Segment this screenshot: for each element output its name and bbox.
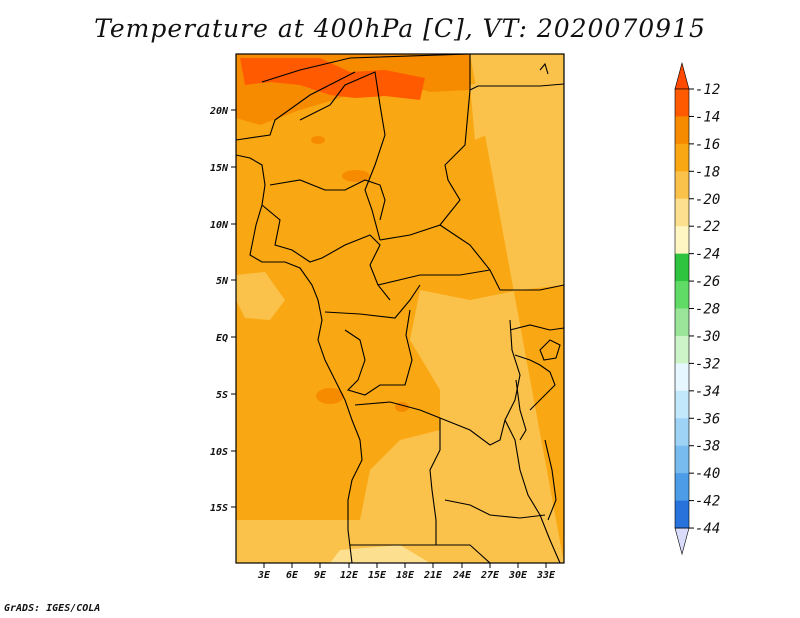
- lon-label: 3E: [257, 570, 271, 581]
- lat-tick: 5N: [216, 276, 236, 287]
- lat-label: 5S: [216, 390, 228, 401]
- lat-tick: EQ: [216, 333, 236, 344]
- lat-label: 5N: [216, 276, 229, 287]
- colorbar-label: -14: [695, 109, 720, 125]
- colorbar: -12 -14 -16 -18 -20 -22 -24 -26 -28 -30 -32 -34 -36 -…: [674, 61, 720, 556]
- lon-tick: 9E: [314, 563, 327, 581]
- lon-label: 18E: [396, 570, 415, 581]
- colorbar-band: [675, 89, 689, 117]
- lon-tick: 18E: [396, 563, 415, 581]
- longitude-axis: 3E 6E 9E 12E 15E 18E 21E 24E 27E 30E 33E: [257, 563, 556, 581]
- colorbar-label: -32: [695, 356, 720, 372]
- colorbar-band: [675, 363, 689, 392]
- field-north-hot: [240, 58, 425, 100]
- lon-label: 24E: [452, 570, 472, 581]
- colorbar-band: [675, 473, 689, 502]
- map-title: Temperature at 400hPa [C], VT: 202007091…: [94, 14, 706, 43]
- lon-tick: 30E: [508, 563, 528, 581]
- lon-tick: 6E: [286, 563, 299, 581]
- lon-label: 9E: [314, 570, 327, 581]
- lat-tick: 5S: [216, 390, 236, 401]
- lat-label: 15S: [210, 503, 228, 514]
- field-spot-1: [342, 170, 370, 182]
- colorbar-label: -36: [695, 411, 720, 427]
- colorbar-label: -28: [695, 302, 720, 318]
- colorbar-band: [675, 226, 689, 255]
- map-frame: [235, 53, 565, 564]
- field-patch-south: [330, 545, 430, 563]
- lat-tick: 10S: [210, 447, 236, 458]
- colorbar-band: [675, 116, 689, 145]
- coastlines-borders: [236, 54, 564, 563]
- colorbar-band: [675, 390, 689, 419]
- lat-tick: 15S: [210, 503, 236, 514]
- lon-tick: 15E: [368, 563, 387, 581]
- colorbar-band: [675, 500, 689, 529]
- colorbar-label: -34: [695, 384, 720, 400]
- lon-tick: 21E: [423, 563, 443, 581]
- colorbar-band: [675, 171, 689, 200]
- lat-label: 10N: [210, 220, 229, 231]
- colorbar-label: -16: [695, 137, 720, 153]
- lon-label: 33E: [536, 570, 556, 581]
- grads-credit: GrADS: IGES/COLA: [4, 603, 101, 614]
- colorbar-label: -12: [695, 82, 720, 98]
- colorbar-band: [675, 445, 689, 474]
- colorbar-label: -26: [695, 274, 720, 290]
- colorbar-label: -24: [695, 247, 720, 263]
- colorbar-label: -18: [695, 164, 720, 180]
- lon-label: 21E: [423, 570, 443, 581]
- colorbar-label: -44: [695, 521, 720, 537]
- field-west: [236, 260, 360, 520]
- lon-label: 27E: [480, 570, 500, 581]
- lat-label: 15N: [210, 163, 229, 174]
- colorbar-band: [675, 418, 689, 447]
- colorbar-band: [675, 253, 689, 282]
- lat-tick: 15N: [210, 163, 236, 174]
- colorbar-band: [675, 281, 689, 310]
- colorbar-label: -20: [695, 192, 720, 208]
- lon-label: 12E: [340, 570, 359, 581]
- field-patch-ne: [470, 60, 564, 140]
- lat-tick: 20N: [209, 106, 236, 117]
- field-spot-2: [316, 388, 344, 404]
- lat-label: 20N: [209, 106, 229, 117]
- lat-tick: 10N: [210, 220, 236, 231]
- colorbar-label: -38: [695, 439, 720, 455]
- lat-label: EQ: [216, 333, 228, 344]
- lon-tick: 3E: [257, 563, 271, 581]
- lon-label: 15E: [368, 570, 387, 581]
- lon-tick: 12E: [340, 563, 359, 581]
- colorbar-label: -22: [695, 219, 720, 235]
- colorbar-bottom-arrow: [674, 527, 690, 556]
- colorbar-top-arrow: [674, 61, 690, 90]
- lon-label: 30E: [508, 570, 528, 581]
- lon-tick: 33E: [536, 563, 556, 581]
- colorbar-band: [675, 143, 689, 172]
- colorbar-label: -40: [695, 466, 720, 482]
- field-east-cool: [236, 54, 564, 563]
- colorbar-band: [675, 198, 689, 227]
- colorbar-band: [675, 335, 689, 364]
- lon-tick: 24E: [452, 563, 472, 581]
- field-patch-ocean: [236, 272, 285, 320]
- latitude-axis: 20N 15N 10N 5N EQ 5S 10S 15S: [209, 106, 236, 514]
- colorbar-label: -42: [695, 494, 720, 510]
- lon-tick: 27E: [480, 563, 500, 581]
- lat-label: 10S: [210, 447, 228, 458]
- field-spot-4: [311, 136, 325, 144]
- colorbar-band: [675, 308, 689, 337]
- colorbar-label: -30: [695, 329, 720, 345]
- temperature-field: [236, 54, 564, 563]
- lon-label: 6E: [286, 570, 299, 581]
